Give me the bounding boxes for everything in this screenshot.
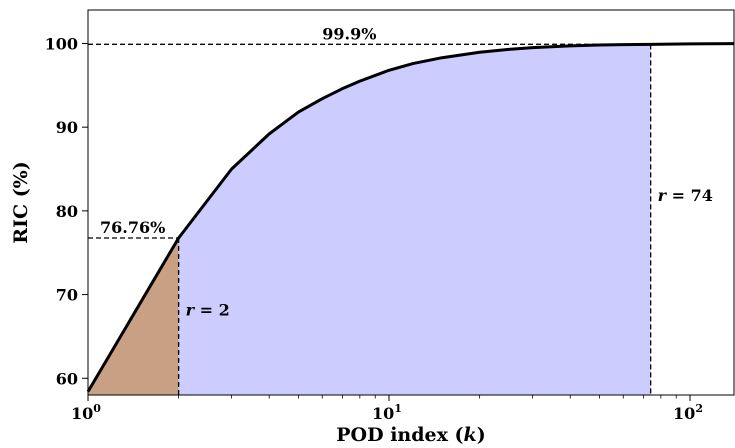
y-tick-label: 80	[56, 202, 78, 221]
x-tick-label: 100	[71, 402, 101, 423]
y-tick-label: 90	[56, 118, 78, 137]
annotation-ric-r2: 76.76%	[100, 218, 165, 237]
x-tick-label: 102	[673, 402, 703, 423]
rank-label-r2: r = 2	[186, 300, 230, 319]
plot-frame	[87, 9, 735, 396]
annotations: 76.76% 99.9% r = 2 r = 74	[100, 24, 713, 319]
y-axis-ticks: 60 70 80 90 100	[45, 34, 88, 388]
y-tick-label: 100	[45, 34, 78, 53]
x-tick-label: 101	[372, 402, 402, 423]
series-line	[86, 42, 735, 393]
shaded-region-2	[178, 44, 651, 395]
reference-lines	[88, 43, 652, 395]
y-tick-label: 60	[56, 369, 78, 388]
x-axis-ticks: 100 101 102	[71, 395, 703, 423]
series-layer	[86, 42, 735, 393]
annotation-ric-r74: 99.9%	[322, 24, 376, 43]
shaded-areas	[88, 44, 651, 395]
rank-label-r74: r = 74	[658, 186, 713, 205]
y-axis-title: RIC (%)	[10, 161, 32, 243]
y-tick-label: 70	[56, 286, 78, 305]
x-axis-title: POD index (k)	[336, 424, 485, 446]
